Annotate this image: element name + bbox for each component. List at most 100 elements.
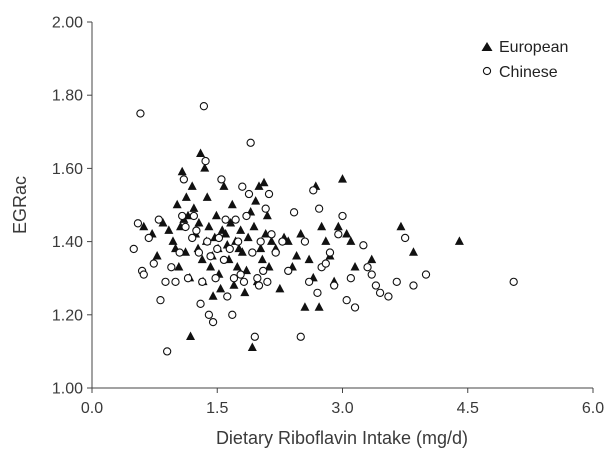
point-european [257, 254, 267, 264]
point-chinese [261, 204, 270, 213]
point-chinese [211, 274, 220, 283]
point-european [181, 192, 191, 201]
point-chinese [136, 109, 145, 118]
legend-circle-marker [482, 66, 492, 76]
point-chinese [203, 237, 212, 246]
point-chinese [201, 156, 210, 166]
point-european [300, 302, 310, 311]
point-chinese [139, 270, 148, 279]
point-chinese [248, 248, 257, 257]
point-chinese [246, 138, 255, 147]
point-chinese [171, 277, 180, 287]
point-chinese [178, 211, 187, 221]
point-chinese [278, 237, 287, 246]
point-chinese [188, 233, 197, 243]
point-european [304, 254, 314, 264]
point-european [216, 283, 226, 293]
point-chinese [198, 277, 207, 287]
point-european [342, 229, 352, 238]
point-chinese [239, 277, 249, 287]
point-chinese [384, 292, 393, 301]
point-chinese [264, 189, 274, 199]
point-european [267, 236, 277, 245]
point-chinese [284, 266, 293, 276]
point-chinese [196, 299, 205, 308]
y-tick-label: 1.80 [52, 88, 83, 105]
legend-label-chinese: Chinese [499, 64, 558, 81]
point-chinese [175, 248, 184, 257]
point-european [197, 254, 207, 264]
point-chinese [208, 317, 218, 327]
point-chinese [167, 263, 176, 272]
point-chinese [342, 296, 351, 305]
point-european [172, 199, 182, 209]
point-chinese [221, 215, 230, 224]
x-tick-label: 4.5 [457, 400, 479, 417]
point-chinese [238, 182, 247, 191]
point-chinese [236, 270, 245, 279]
point-european [158, 218, 168, 227]
point-chinese [350, 303, 360, 312]
point-chinese [229, 274, 239, 283]
point-chinese [392, 277, 401, 287]
point-chinese [309, 186, 318, 195]
point-chinese [289, 208, 299, 217]
point-chinese [421, 270, 431, 279]
point-chinese [231, 215, 240, 224]
y-axis-title: EGRac [10, 176, 30, 234]
point-chinese [199, 102, 209, 111]
point-european [275, 283, 285, 293]
y-tick-label: 1.60 [52, 161, 83, 178]
point-chinese [263, 277, 272, 287]
point-chinese [314, 204, 324, 213]
point-chinese [321, 259, 330, 268]
point-chinese [133, 219, 143, 228]
point-chinese [204, 310, 214, 319]
point-chinese [217, 175, 226, 184]
point-european [232, 261, 242, 271]
point-european [168, 236, 178, 245]
point-chinese [359, 241, 368, 250]
point-chinese [400, 233, 410, 243]
point-chinese [256, 237, 265, 246]
point-chinese [244, 189, 254, 199]
point-european [206, 261, 216, 271]
point-chinese [329, 281, 339, 290]
x-tick-label: 0.0 [81, 400, 103, 417]
point-chinese [149, 259, 158, 268]
point-chinese [156, 296, 165, 305]
point-chinese [179, 175, 188, 184]
point-chinese [213, 244, 222, 254]
point-european [346, 236, 356, 245]
point-european [219, 181, 229, 190]
point-european [251, 196, 261, 205]
point-european [321, 236, 331, 245]
point-european [187, 181, 197, 190]
point-european [396, 221, 406, 231]
x-tick-label: 6.0 [582, 400, 604, 417]
point-european [333, 221, 343, 231]
legend-label-european: European [499, 39, 568, 56]
point-european [211, 210, 221, 220]
point-chinese [271, 248, 280, 257]
point-european [229, 280, 239, 289]
point-chinese [223, 292, 232, 301]
point-chinese [250, 332, 259, 341]
point-chinese [214, 233, 224, 243]
data-points [129, 102, 518, 356]
point-chinese [129, 244, 138, 254]
legend-item-chinese: Chinese [482, 64, 558, 81]
point-european [254, 181, 264, 190]
point-european [186, 331, 196, 340]
y-tick-label: 1.40 [52, 234, 83, 251]
point-european [226, 218, 236, 227]
x-axis-title: Dietary Riboflavin Intake (mg/d) [216, 428, 468, 448]
point-chinese [192, 226, 201, 235]
point-chinese [259, 266, 268, 276]
x-tick-label: 1.5 [206, 400, 228, 417]
point-european [174, 261, 184, 271]
point-european [204, 221, 214, 231]
point-european [314, 302, 324, 311]
point-european [139, 221, 149, 231]
